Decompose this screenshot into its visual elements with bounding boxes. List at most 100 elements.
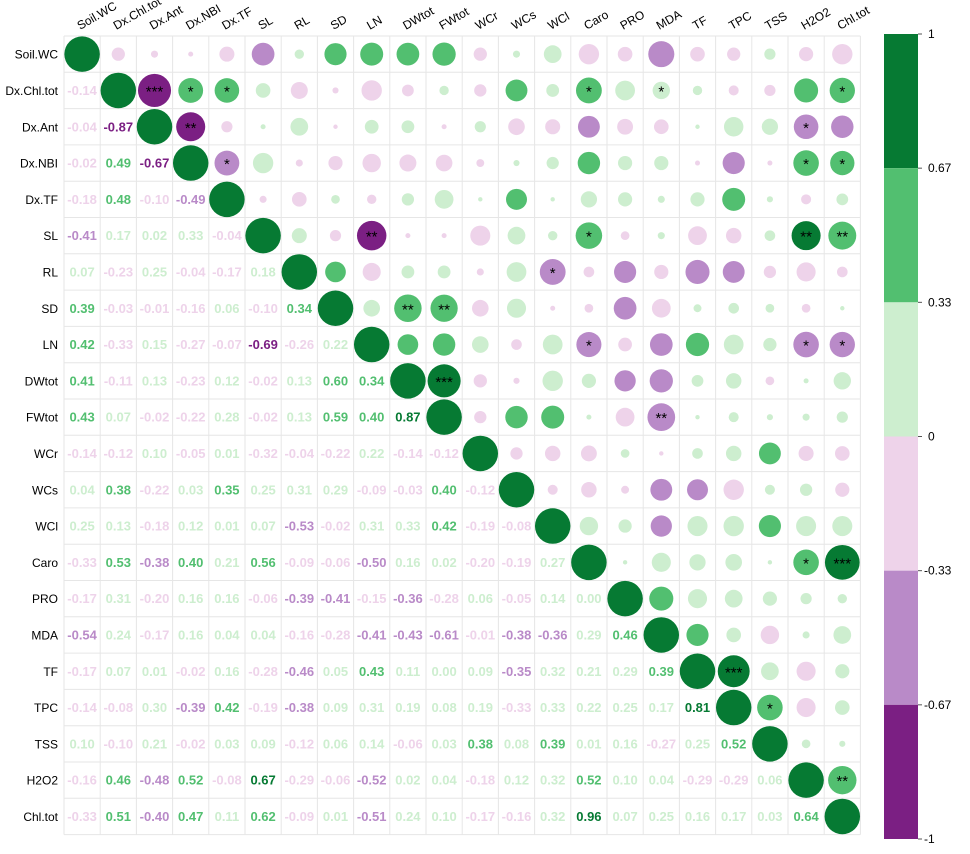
corr-value-TSS-Dx.TF: 0.03 (214, 736, 239, 751)
corr-value-TPC-DWtot: 0.19 (395, 700, 420, 715)
corr-value-WCr-Dx.NBI: -0.05 (176, 446, 206, 461)
row-label-Dx.Ant: Dx.Ant (22, 120, 59, 134)
corr-value-Chl.tot-WCs: -0.16 (502, 809, 532, 824)
corr-value-TF-Caro: 0.21 (576, 664, 601, 679)
corr-value-MDA-Dx.Ant: -0.17 (140, 627, 170, 642)
corr-value-H2O2-Dx.NBI: 0.52 (178, 773, 203, 788)
corr-circle-LN-H2O2 (793, 331, 819, 358)
row-label-DWtot: DWtot (25, 374, 59, 388)
corr-circle-TPC-Chl.tot (834, 700, 850, 715)
corr-value-LN-Dx.Ant: 0.15 (142, 337, 167, 352)
legend-swatch (884, 704, 918, 839)
corr-circle-WCl-TPC (723, 515, 744, 537)
corr-circle-TF-TF (679, 653, 716, 689)
corr-value-TSS-LN: 0.14 (359, 736, 385, 751)
corr-circle-Soil.WC-Dx.Ant (150, 50, 159, 58)
corr-circle-Chl.tot-Chl.tot (824, 798, 861, 835)
corr-value-TPC-Dx.TF: 0.42 (214, 700, 239, 715)
corr-circle-Dx.Ant-Chl.tot (831, 115, 854, 138)
corr-circle-RL-WCl (539, 259, 566, 285)
corr-value-Caro-SD: -0.06 (321, 555, 351, 570)
corr-value-WCl-RL: -0.53 (284, 519, 314, 534)
row-label-SL: SL (43, 229, 58, 243)
corr-value-LN-RL: -0.26 (284, 337, 314, 352)
corr-circle-Dx.NBI-DWtot (399, 154, 417, 172)
corr-circle-Dx.Ant-PRO (617, 118, 634, 135)
corr-value-Chl.tot-SL: 0.62 (250, 809, 275, 824)
corr-value-DWtot-Soil.WC: 0.41 (69, 373, 94, 388)
corr-circle-Dx.Chl.tot-Dx.TF (214, 78, 240, 103)
corr-value-TPC-TF: 0.81 (685, 700, 710, 715)
corr-circle-WCr-Chl.tot (834, 446, 850, 461)
corr-circle-DWtot-FWtot (427, 364, 461, 398)
corr-circle-Soil.WC-RL (294, 49, 304, 59)
corr-circle-PRO-TPC (724, 589, 743, 608)
corr-circle-RL-PRO (614, 260, 637, 284)
corr-circle-SD-WCs (506, 298, 527, 318)
corr-circle-Dx.Chl.tot-WCs (505, 79, 528, 102)
corr-value-WCs-WCr: -0.12 (465, 482, 495, 497)
legend-tick-label: 0.33 (928, 295, 952, 309)
corr-value-Dx.Ant-Soil.WC: -0.04 (67, 119, 97, 134)
corr-circle-Dx.NBI-RL (295, 159, 303, 167)
corr-value-WCs-Dx.Chl.tot: 0.38 (106, 482, 131, 497)
corr-value-SD-Dx.Chl.tot: -0.03 (103, 301, 133, 316)
legend-tick-label: 1 (928, 27, 935, 41)
corr-value-TSS-WCs: 0.08 (504, 736, 529, 751)
sig-star: ** (366, 229, 378, 246)
corr-circle-TF-TSS (761, 662, 779, 681)
corr-value-Chl.tot-MDA: 0.25 (649, 809, 674, 824)
corr-circle-Dx.Chl.tot-Caro (575, 77, 602, 104)
corr-circle-Soil.WC-H2O2 (799, 47, 814, 62)
corr-value-SL-Soil.WC: -0.41 (67, 228, 97, 243)
corr-value-H2O2-SL: 0.67 (250, 773, 275, 788)
corr-value-H2O2-Caro: 0.52 (576, 773, 601, 788)
row-labels: Soil.WC Dx.Chl.tot Dx.Ant Dx.NBI Dx.TF SL RL SD… (5, 48, 58, 824)
col-label-Soil.WC: Soil.WC (75, 0, 120, 33)
corr-circle-FWtot-Caro (586, 414, 592, 420)
corr-circle-Dx.Chl.tot-Dx.Chl.tot (100, 72, 137, 109)
corr-circle-Dx.Ant-WCl (545, 119, 561, 135)
corr-circle-Dx.TF-MDA (657, 195, 665, 203)
corr-circle-SL-PRO (620, 231, 630, 240)
corr-value-WCs-DWtot: -0.03 (393, 482, 423, 497)
corr-circle-Dx.TF-Chl.tot (836, 193, 849, 206)
corr-value-TSS-FWtot: 0.03 (431, 736, 456, 751)
corr-circle-SL-TPC (725, 227, 742, 244)
corr-value-TSS-Dx.NBI: -0.02 (176, 736, 206, 751)
corr-value-DWtot-RL: 0.13 (287, 373, 312, 388)
corr-value-DWtot-LN: 0.34 (359, 373, 385, 388)
corr-circle-Dx.Chl.tot-WCl (546, 84, 560, 97)
corr-value-WCs-Dx.NBI: 0.03 (178, 482, 203, 497)
corr-value-Chl.tot-DWtot: 0.24 (395, 809, 421, 824)
corr-circle-Soil.WC-DWtot (396, 42, 420, 66)
corr-circle-Dx.NBI-TSS (767, 160, 773, 166)
corr-value-H2O2-Dx.Ant: -0.48 (140, 773, 170, 788)
legend-tick-label: -0.33 (924, 564, 952, 578)
corr-circle-DWtot-H2O2 (803, 378, 809, 384)
corr-circle-TPC-H2O2 (796, 697, 816, 718)
corr-value-MDA-SL: 0.04 (250, 627, 276, 642)
corr-value-TSS-TF: 0.25 (685, 736, 710, 751)
corr-circle-Dx.TF-PRO (618, 192, 633, 207)
corr-value-PRO-Dx.NBI: 0.16 (178, 591, 203, 606)
sig-star: ** (402, 301, 414, 318)
sig-star: ** (800, 229, 812, 246)
corr-value-RL-Dx.TF: -0.17 (212, 264, 242, 279)
corr-circle-RL-RL (281, 254, 318, 290)
corr-circle-RL-FWtot (437, 265, 451, 279)
corr-circle-Dx.NBI-TF (694, 160, 701, 166)
corr-value-Caro-LN: -0.50 (357, 555, 387, 570)
corr-circle-Caro-PRO (622, 560, 628, 565)
matrix-cells: -0.14 *** * * * * *-0.04 -0.87 ** *-0.02 0.49 -0.67… (64, 36, 861, 835)
corr-value-TPC-WCr: 0.19 (468, 700, 493, 715)
corr-circle-SD-DWtot (394, 294, 422, 322)
corr-value-WCs-SL: 0.25 (250, 482, 275, 497)
corr-circle-Dx.Ant-FWtot (441, 124, 447, 130)
corr-value-DWtot-SL: -0.02 (248, 373, 278, 388)
sig-star: * (803, 338, 809, 355)
corr-value-H2O2-RL: -0.29 (284, 773, 314, 788)
corr-value-Caro-WCs: -0.19 (502, 555, 532, 570)
corr-value-PRO-SD: -0.41 (321, 591, 351, 606)
